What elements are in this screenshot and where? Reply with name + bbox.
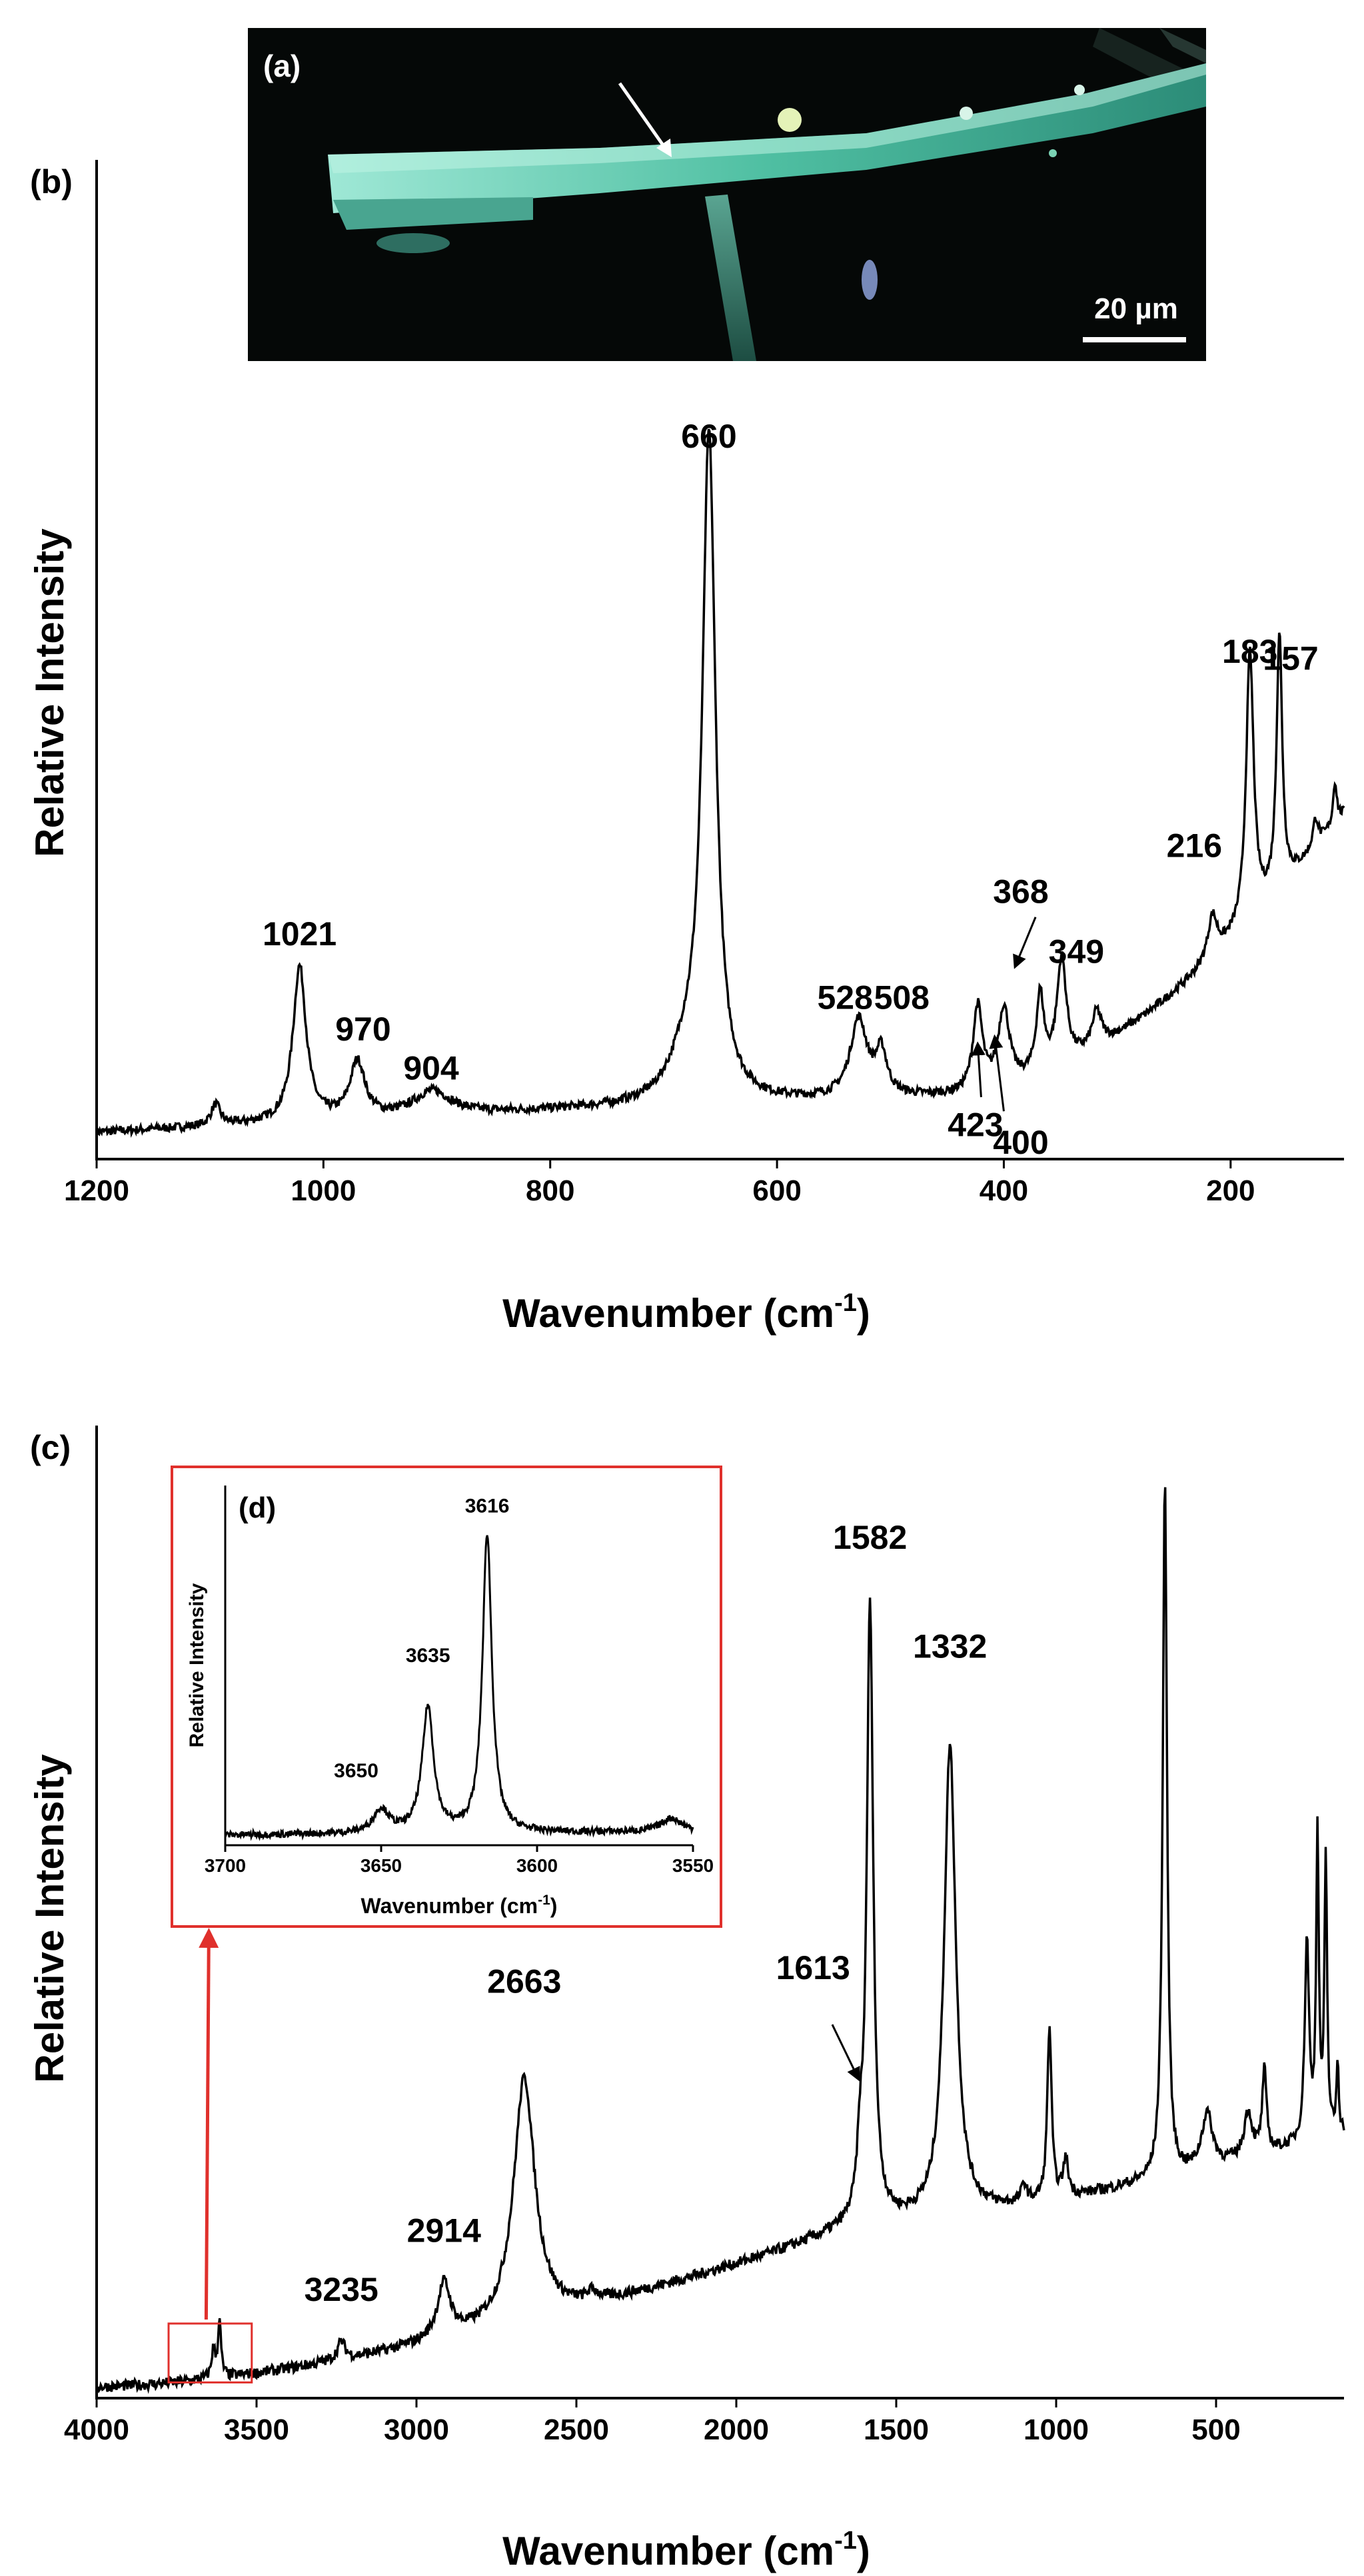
x-tick-label: 3600 — [516, 1855, 558, 1876]
inset-region-marker — [167, 2322, 253, 2383]
x-tick-label: 200 — [1206, 1174, 1255, 1207]
x-tick-label: 400 — [980, 1174, 1028, 1207]
panel-d-label: (d) — [239, 1492, 276, 1524]
peak-arrow — [989, 1034, 1005, 1112]
peak-arrow — [971, 1041, 986, 1098]
peak-arrow — [1013, 917, 1037, 969]
spectrum-line-d — [225, 1535, 694, 1841]
peak-arrow — [831, 2024, 860, 2082]
x-tick-label: 1200 — [64, 1174, 129, 1207]
peak-label: 3635 — [406, 1645, 450, 1667]
x-tick-label: 1500 — [864, 2413, 929, 2446]
bright-particle — [778, 108, 802, 132]
peak-label: 904 — [403, 1050, 459, 1087]
x-axis-title-b: Wavenumber (cm-1) — [502, 1289, 870, 1336]
y-axis-title-c: Relative Intensity — [27, 1754, 72, 2083]
panel-b-label: (b) — [30, 163, 73, 201]
x-tick-label: 1000 — [291, 1174, 356, 1207]
x-tick-label: 600 — [752, 1174, 801, 1207]
vertical-fiber — [705, 195, 756, 361]
peak-label: 2914 — [407, 2212, 481, 2250]
inset-frame — [171, 1466, 722, 1928]
x-tick-label: 1000 — [1023, 2413, 1089, 2446]
peak-label: 970 — [335, 1011, 390, 1048]
fiber-highlight — [328, 63, 1206, 173]
x-tick-label: 2000 — [704, 2413, 769, 2446]
x-tick-label: 4000 — [64, 2413, 129, 2446]
micrograph-pointer-line — [618, 82, 668, 151]
background-fiber — [1159, 28, 1206, 63]
peak-label: 660 — [681, 418, 736, 455]
peak-label: 349 — [1049, 933, 1104, 971]
peak-label: 368 — [993, 873, 1048, 911]
x-tick-label: 3500 — [224, 2413, 289, 2446]
peak-label: 1582 — [833, 1519, 907, 1556]
spectrum-line-c — [95, 1487, 1345, 2394]
peak-label: 423 — [948, 1106, 1003, 1143]
y-axis-title-b: Relative Intensity — [27, 528, 72, 857]
x-ticks-d: 3700 3650 3600 3550 — [205, 1845, 714, 1876]
peak-label: 157 — [1263, 640, 1318, 677]
peak-label: 400 — [993, 1124, 1048, 1161]
raman-inset-d: 3700 3650 3600 3550 3650 3635 3616 (d) Relati… — [171, 1466, 722, 1928]
inset-pointer-arrow — [199, 1928, 219, 2320]
peak-label: 2663 — [487, 1963, 561, 2000]
x-tick-label: 3700 — [205, 1855, 246, 1876]
x-ticks-c: 4000 3500 3000 2500 2000 1500 1000 500 — [64, 2398, 1241, 2446]
micrograph-image: 20 µm (a) — [248, 28, 1206, 361]
scale-bar-label: 20 µm — [1094, 292, 1178, 325]
peak-label: 1021 — [263, 915, 337, 953]
x-tick-label: 3650 — [360, 1855, 402, 1876]
peak-label: 508 — [874, 979, 930, 1017]
bright-particle — [1074, 85, 1085, 95]
peak-label: 1332 — [913, 1627, 987, 1665]
peak-label: 216 — [1167, 827, 1222, 865]
x-axis-title-c: Wavenumber (cm-1) — [502, 2527, 870, 2573]
spectrum-line-b — [95, 428, 1345, 1138]
x-tick-label: 3550 — [672, 1855, 714, 1876]
panel-c-label: (c) — [30, 1429, 71, 1466]
x-axis-title-d: Wavenumber (cm-1) — [361, 1893, 558, 1918]
micrograph-pointer-head — [656, 139, 672, 157]
y-axis-title-d: Relative Intensity — [186, 1583, 208, 1747]
x-tick-label: 3000 — [384, 2413, 449, 2446]
raman-spectrum-b: 1200 1000 800 600 400 200 1021 970 904 660 528 508… — [27, 160, 1345, 1336]
peak-label: 3616 — [465, 1495, 510, 1517]
lower-fiber-strand — [376, 233, 450, 253]
peak-label: 1613 — [776, 1949, 850, 1986]
x-tick-label: 2500 — [544, 2413, 609, 2446]
panel-a-label: (a) — [263, 49, 301, 83]
lower-fiber-strand — [333, 197, 533, 230]
peak-label: 528 — [817, 979, 872, 1017]
peak-label: 183 — [1222, 633, 1277, 670]
x-tick-label: 800 — [526, 1174, 574, 1207]
bright-particle — [960, 107, 973, 120]
x-ticks-b: 1200 1000 800 600 400 200 — [64, 1159, 1255, 1207]
raman-spectrum-c: 4000 3500 3000 2500 2000 1500 1000 500 3235 2914… — [27, 1426, 1345, 2573]
bright-particle — [1049, 149, 1057, 157]
x-tick-label: 500 — [1191, 2413, 1240, 2446]
main-fiber — [328, 63, 1206, 213]
peak-label: 3650 — [334, 1760, 378, 1782]
peak-label: 3235 — [305, 2271, 378, 2308]
blue-particle — [862, 260, 878, 300]
